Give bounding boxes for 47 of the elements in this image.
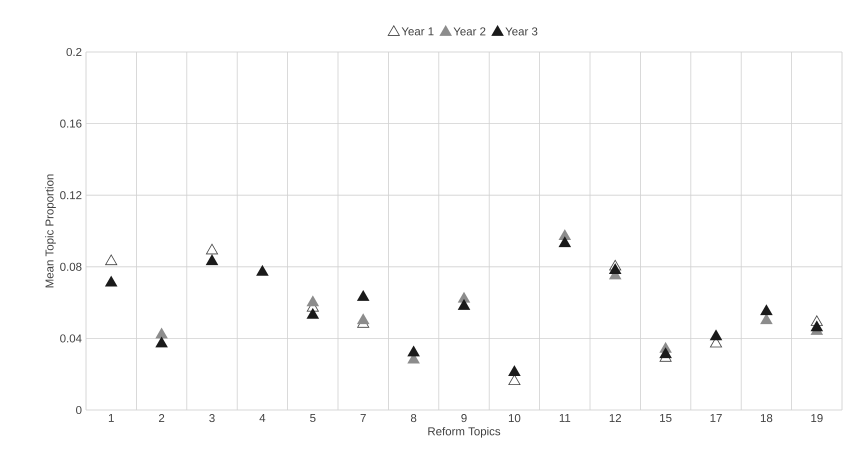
point	[710, 330, 722, 340]
point	[408, 346, 420, 356]
point	[660, 348, 672, 358]
point	[105, 254, 118, 266]
legend-label: Year 3	[505, 27, 538, 36]
y-tick-label: 0.2	[66, 48, 82, 56]
y-tick-label: 0.08	[60, 262, 82, 271]
x-tick-label: 7	[360, 414, 366, 422]
x-tick-label: 8	[410, 414, 416, 422]
point	[458, 299, 470, 310]
x-tick-label: 3	[209, 414, 215, 422]
point	[357, 314, 370, 324]
point	[206, 244, 218, 254]
point	[357, 290, 370, 301]
x-tick-label: 18	[760, 414, 772, 422]
point	[105, 276, 118, 287]
point	[760, 314, 772, 324]
x-tick-label: 2	[158, 414, 164, 422]
point	[306, 308, 319, 319]
x-tick-label: 11	[560, 414, 570, 422]
x-tick-label: 17	[710, 414, 722, 422]
point	[156, 336, 168, 348]
legend-label: Year 1	[402, 27, 434, 36]
point	[306, 296, 319, 306]
point	[558, 236, 571, 248]
x-tick-label: 15	[660, 414, 672, 422]
point	[156, 328, 168, 338]
x-tick-label: 4	[259, 414, 266, 422]
point	[256, 265, 268, 276]
x-tick-label: 5	[310, 414, 316, 422]
y-tick-label: 0.04	[60, 334, 82, 342]
x-tick-label: 10	[508, 414, 520, 422]
y-tick-label: 0	[76, 406, 82, 414]
point	[760, 304, 772, 316]
x-axis-title: Reform Topics	[428, 426, 500, 438]
point	[206, 254, 218, 266]
point	[508, 366, 520, 376]
legend-label: Year 2	[454, 27, 486, 36]
point	[810, 320, 823, 332]
y-tick-label: 0.16	[60, 120, 82, 128]
point	[609, 264, 622, 274]
x-tick-label: 1	[108, 414, 114, 422]
x-tick-label: 9	[461, 414, 467, 422]
y-axis-title: Mean Topic Proportion	[45, 174, 56, 288]
y-tick-label: 0.12	[60, 191, 82, 200]
x-tick-label: 12	[610, 414, 622, 422]
x-tick-label: 19	[811, 414, 823, 422]
